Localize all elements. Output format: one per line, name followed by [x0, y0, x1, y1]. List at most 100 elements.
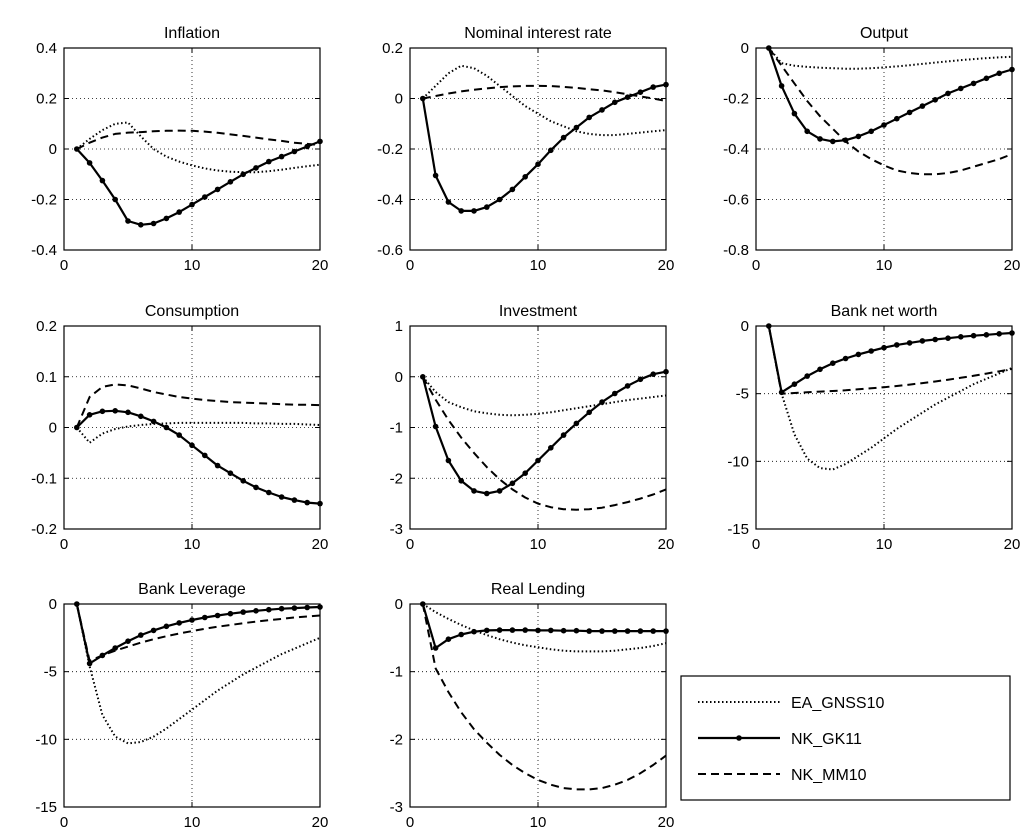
- series-line-ea-gnss10: [75, 603, 321, 745]
- data-point-nk-gk11: [945, 335, 951, 342]
- series-line-ea-gnss10: [422, 64, 667, 137]
- data-point-nk-gk11: [471, 208, 477, 214]
- x-tick-label: 10: [876, 536, 893, 553]
- series-line-nk-mm10: [76, 129, 321, 150]
- y-tick-label: -0.6: [723, 192, 749, 209]
- x-tick-label: 20: [312, 257, 329, 274]
- data-point-nk-gk11: [624, 628, 631, 634]
- data-point-nk-gk11: [599, 107, 605, 113]
- data-point-nk-gk11: [291, 605, 298, 611]
- y-tick-label: 0: [49, 141, 57, 158]
- data-point-nk-gk11: [548, 445, 554, 451]
- data-point-nk-gk11: [560, 432, 567, 438]
- y-tick-label: -15: [35, 799, 57, 816]
- data-point-nk-gk11: [214, 462, 221, 469]
- data-point-nk-gk11: [432, 423, 439, 430]
- data-point-nk-gk11: [599, 628, 605, 634]
- data-point-nk-gk11: [176, 620, 182, 626]
- data-point-nk-gk11: [612, 99, 618, 106]
- y-tick-label: 0.2: [36, 91, 57, 108]
- y-tick-label: -1: [390, 420, 403, 437]
- data-point-nk-gk11: [573, 420, 580, 427]
- series-line-nk-mm10: [75, 603, 321, 662]
- data-point-nk-gk11: [637, 89, 644, 95]
- data-point-nk-gk11: [278, 605, 285, 612]
- series-line-nk-gk11: [75, 140, 321, 226]
- data-point-nk-gk11: [894, 342, 900, 348]
- data-point-nk-gk11: [176, 209, 182, 215]
- y-tick-label: -1: [390, 664, 403, 681]
- data-point-nk-gk11: [227, 470, 234, 477]
- panel-bank-net-worth: 0 10 20 -15 -10 -5 0 Bank net worth: [727, 303, 1020, 553]
- data-point-nk-gk11: [778, 83, 785, 89]
- data-point-nk-gk11: [266, 489, 272, 496]
- y-tick-label: -0.1: [31, 470, 57, 487]
- data-point-nk-gk11: [548, 627, 554, 634]
- data-point-nk-gk11: [535, 457, 541, 464]
- series-line-ea-gnss10: [76, 121, 321, 174]
- data-point-nk-gk11: [496, 627, 503, 633]
- data-point-nk-gk11: [496, 488, 503, 494]
- legend-box: [680, 675, 1011, 801]
- data-point-nk-gk11: [445, 457, 452, 464]
- data-point-nk-gk11: [932, 336, 938, 343]
- panel-title-bank-net-worth: Bank net worth: [831, 303, 938, 320]
- y-tick-label: 0: [741, 318, 749, 335]
- data-point-nk-gk11: [624, 383, 631, 389]
- panel-title-consumption: Consumption: [145, 303, 239, 320]
- x-tick-label: 10: [530, 536, 547, 553]
- x-tick-label: 10: [530, 257, 547, 274]
- data-point-nk-gk11: [266, 606, 272, 613]
- data-point-nk-gk11: [599, 399, 605, 405]
- data-point-nk-gk11: [830, 360, 836, 367]
- y-tick-label: 0: [395, 596, 403, 613]
- data-point-nk-gk11: [612, 390, 618, 397]
- data-point-nk-gk11: [906, 340, 913, 346]
- series-line-nk-gk11: [421, 370, 667, 495]
- x-tick-label: 10: [530, 814, 547, 831]
- panel-title-output: Output: [860, 25, 909, 42]
- data-point-nk-gk11: [138, 222, 144, 228]
- panel-investment: 0 10 20 -3 -2 -1 0 1 Investment: [390, 303, 675, 553]
- x-tick-label: 20: [312, 814, 329, 831]
- series-line-nk-mm10: [422, 84, 667, 102]
- panel-consumption: 0 10 20 -0.2 -0.1 0 0.1 0.2 Consumption: [31, 303, 328, 553]
- y-tick-label: -2: [390, 470, 403, 487]
- y-tick-label: -0.2: [31, 521, 57, 538]
- y-tick-label: -0.6: [377, 242, 403, 259]
- data-point-nk-gk11: [650, 84, 656, 90]
- data-point-nk-gk11: [560, 627, 567, 634]
- data-point-nk-gk11: [612, 628, 618, 634]
- data-point-nk-gk11: [471, 628, 477, 635]
- data-point-nk-gk11: [573, 124, 580, 131]
- data-point-nk-gk11: [112, 645, 118, 651]
- data-point-nk-gk11: [958, 85, 964, 92]
- y-tick-label: 0: [395, 91, 403, 108]
- y-tick-label: -0.4: [723, 141, 749, 158]
- data-point-nk-gk11: [291, 148, 298, 155]
- data-point-nk-gk11: [522, 470, 528, 477]
- data-point-nk-gk11: [522, 627, 528, 633]
- data-point-nk-gk11: [868, 348, 874, 354]
- panel-title-real-lending: Real Lending: [491, 581, 585, 598]
- data-point-nk-gk11: [855, 133, 862, 140]
- data-point-nk-gk11: [522, 174, 528, 180]
- data-point-nk-gk11: [791, 381, 798, 388]
- data-point-nk-gk11: [150, 220, 157, 227]
- data-point-nk-gk11: [535, 627, 541, 634]
- series-line-ea-gnss10: [767, 325, 1013, 471]
- data-point-nk-gk11: [240, 478, 246, 484]
- data-point-nk-gk11: [894, 115, 900, 122]
- data-point-nk-gk11: [586, 628, 592, 634]
- x-tick-label: 0: [406, 814, 414, 831]
- series-line-nk-gk11: [421, 603, 666, 650]
- data-point-nk-gk11: [278, 153, 285, 160]
- y-tick-label: 0: [395, 369, 403, 386]
- x-tick-label: 0: [406, 536, 414, 553]
- data-point-nk-gk11: [586, 114, 592, 121]
- data-point-nk-gk11: [560, 134, 567, 141]
- panel-title-nominal-interest-rate: Nominal interest rate: [464, 25, 612, 42]
- data-point-nk-gk11: [970, 80, 977, 87]
- data-point-nk-gk11: [278, 494, 285, 500]
- legend-marker-nk-gk11: [736, 735, 742, 741]
